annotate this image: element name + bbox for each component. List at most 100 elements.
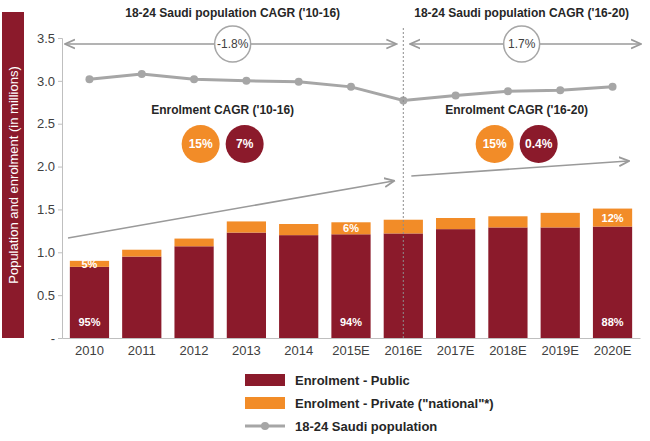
line-marker bbox=[295, 78, 303, 86]
x-tick: 2020E bbox=[594, 343, 632, 358]
annotation-circle bbox=[226, 125, 264, 163]
annotation-value: 15% bbox=[189, 137, 213, 151]
share-label: 94% bbox=[340, 316, 362, 328]
x-tick: 2012 bbox=[180, 343, 209, 358]
x-tick: 2014 bbox=[284, 343, 313, 358]
share-label: 5% bbox=[82, 258, 98, 270]
bar bbox=[436, 229, 475, 338]
line-marker bbox=[609, 83, 617, 91]
bar bbox=[70, 267, 109, 338]
x-tick: 2017E bbox=[437, 343, 475, 358]
bar bbox=[593, 209, 632, 227]
annotation-circle bbox=[182, 125, 220, 163]
bar bbox=[488, 216, 527, 227]
plot-marks bbox=[70, 70, 632, 338]
x-tick-label: 2013 bbox=[232, 343, 261, 358]
bar bbox=[279, 224, 318, 235]
chart-container: Population and enrolment (in millions) - 0… bbox=[0, 0, 650, 441]
y-axis-title-group: Population and enrolment (in millions) bbox=[2, 12, 24, 338]
y-tick-mark bbox=[58, 252, 62, 253]
line-marker bbox=[190, 75, 198, 83]
x-axis: 2010 2011 2012 2013 2014 2015E 2016E 2017E 2018E… bbox=[63, 339, 641, 359]
legend-label: Enrolment - Public bbox=[295, 373, 410, 388]
legend: Enrolment - Public Enrolment - Private ("… bbox=[245, 373, 494, 434]
annotation-title: 18-24 Saudi population CAGR ('10-16) bbox=[125, 6, 340, 20]
y-tick: 1.5 bbox=[37, 202, 62, 217]
y-tick-label: - bbox=[51, 331, 55, 346]
annotation-title: Enrolment CAGR ('16-20) bbox=[445, 103, 588, 117]
x-tick-label: 2016E bbox=[385, 343, 423, 358]
y-axis-title: Population and enrolment (in millions) bbox=[6, 66, 21, 284]
annotations: 18-24 Saudi population CAGR ('10-16) -1.8… bbox=[125, 6, 629, 163]
x-tick: 2010 bbox=[75, 343, 104, 358]
bar bbox=[488, 227, 527, 338]
x-tick-label: 2017E bbox=[437, 343, 475, 358]
y-tick-label: 1.5 bbox=[37, 202, 55, 217]
y-tick-label: 1.0 bbox=[37, 245, 55, 260]
x-tick: 2015E bbox=[332, 343, 370, 358]
y-tick: 2.5 bbox=[37, 116, 62, 131]
y-axis-line bbox=[58, 39, 63, 339]
bar bbox=[174, 246, 213, 338]
period-divider bbox=[403, 28, 404, 338]
annotation-value: 1.7% bbox=[508, 37, 536, 51]
x-tick-label: 2010 bbox=[75, 343, 104, 358]
bar bbox=[541, 227, 580, 338]
arrow bbox=[411, 161, 628, 176]
legend-label: 18-24 Saudi population bbox=[295, 419, 437, 434]
legend-item: Enrolment - Public bbox=[245, 373, 410, 388]
y-tick: 1.0 bbox=[37, 245, 62, 260]
bar bbox=[541, 213, 580, 228]
annotation-graphics bbox=[66, 28, 640, 338]
x-tick-label: 2015E bbox=[332, 343, 370, 358]
x-tick-label: 2020E bbox=[594, 343, 632, 358]
bar bbox=[331, 222, 370, 234]
annotation-value: -1.8% bbox=[217, 37, 249, 51]
line-marker bbox=[556, 86, 564, 94]
y-tick-mark bbox=[58, 167, 62, 168]
y-tick-mark bbox=[58, 38, 62, 39]
legend-marker bbox=[261, 422, 269, 430]
y-tick: 2.0 bbox=[37, 159, 62, 174]
legend-item: 18-24 Saudi population bbox=[245, 419, 437, 434]
bar bbox=[227, 233, 266, 338]
x-tick-label: 2012 bbox=[180, 343, 209, 358]
y-tick-label: 0.5 bbox=[37, 288, 55, 303]
chart-svg: Population and enrolment (in millions) - 0… bbox=[0, 0, 650, 441]
x-tick: 2019E bbox=[541, 343, 579, 358]
y-tick-mark bbox=[58, 295, 62, 296]
annotation-value: 7% bbox=[236, 137, 254, 151]
line-marker bbox=[242, 77, 250, 85]
line-marker bbox=[504, 87, 512, 95]
line-marker bbox=[452, 91, 460, 99]
y-tick-label: 3.5 bbox=[37, 31, 55, 46]
annotation-value: 15% bbox=[483, 137, 507, 151]
share-label: 6% bbox=[343, 222, 359, 234]
legend-label: Enrolment - Private ("national"*) bbox=[295, 396, 494, 411]
x-tick: 2013 bbox=[232, 343, 261, 358]
bar bbox=[122, 257, 161, 338]
legend-swatch bbox=[245, 397, 285, 409]
y-tick: 3.5 bbox=[37, 31, 62, 46]
x-tick: 2018E bbox=[489, 343, 527, 358]
x-tick-label: 2018E bbox=[489, 343, 527, 358]
bar bbox=[174, 239, 213, 247]
legend-swatch bbox=[245, 374, 285, 386]
bar-series bbox=[70, 227, 632, 338]
y-axis-title-box bbox=[2, 12, 24, 338]
annotation-title: Enrolment CAGR ('10-16) bbox=[151, 103, 294, 117]
annotation-circle bbox=[520, 125, 558, 163]
annotation-value: 0.4% bbox=[525, 137, 553, 151]
bar bbox=[122, 250, 161, 257]
y-tick-mark bbox=[58, 124, 62, 125]
y-tick-mark bbox=[58, 81, 62, 82]
y-tick-label: 3.0 bbox=[37, 74, 55, 89]
line-marker bbox=[85, 75, 93, 83]
x-tick-label: 2011 bbox=[128, 343, 156, 358]
line bbox=[89, 74, 612, 101]
y-tick: 0.5 bbox=[37, 288, 62, 303]
x-tick-label: 2019E bbox=[541, 343, 579, 358]
bar bbox=[436, 218, 475, 229]
share-label: 12% bbox=[602, 212, 624, 224]
bar bbox=[593, 227, 632, 338]
